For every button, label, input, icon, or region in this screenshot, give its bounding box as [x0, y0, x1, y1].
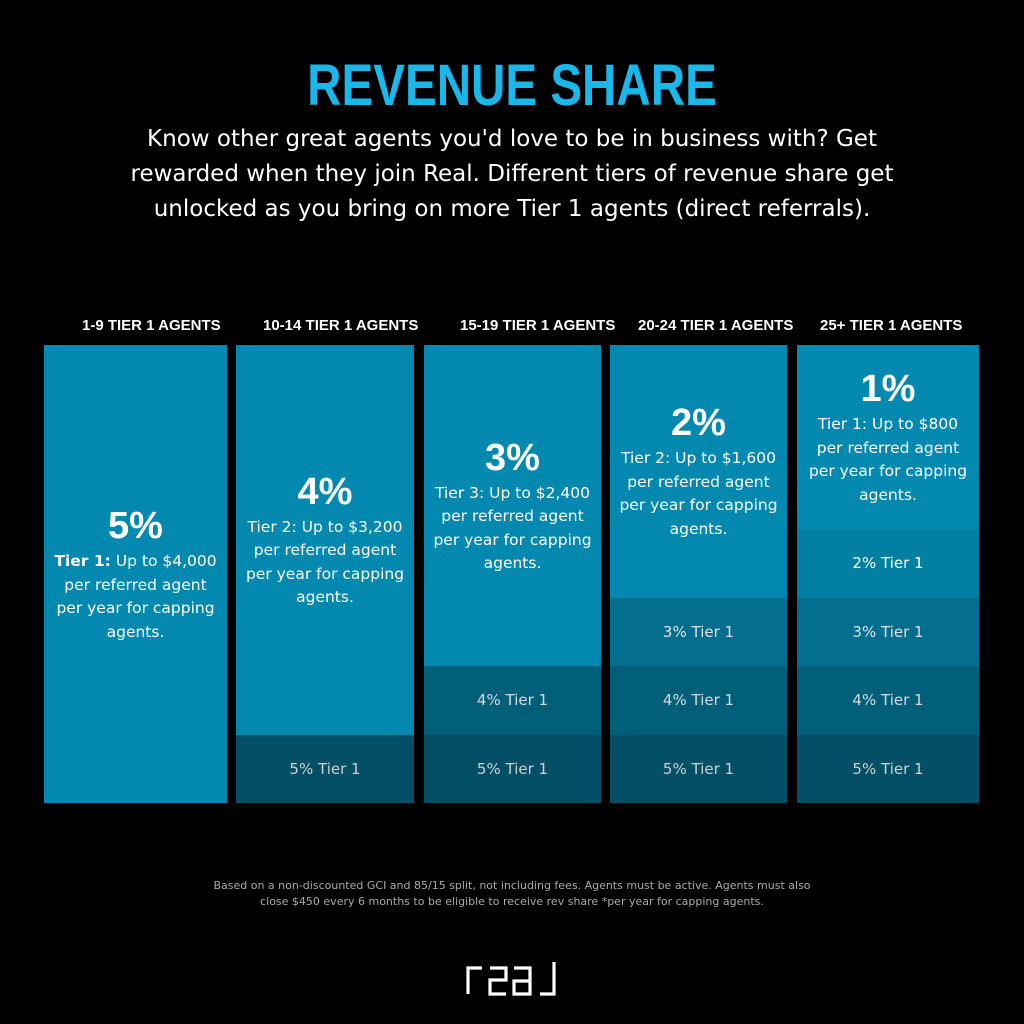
- column-4-band-3pct: 3% Tier 1: [610, 597, 787, 666]
- column-3-band-4pct: 4% Tier 1: [424, 666, 601, 735]
- column-5-band-5pct: 5% Tier 1: [797, 734, 979, 803]
- column-4-main-panel: 2% Tier 2: Up to $1,600 per referred age…: [610, 345, 787, 598]
- column-1-description-text: Up to $4,000 per referred agent per year…: [56, 552, 217, 641]
- column-3: 3% Tier 3: Up to $2,400 per referred age…: [424, 345, 601, 803]
- column-5-main-panel: 1% Tier 1: Up to $800 per referred agent…: [797, 345, 979, 529]
- column-5-band-4pct: 4% Tier 1: [797, 666, 979, 735]
- column-header-4: 20-24 TIER 1 AGENTS: [638, 317, 794, 334]
- column-2-percent: 4%: [297, 470, 353, 513]
- column-4-percent: 2%: [671, 402, 726, 445]
- column-header-3: 15-19 TIER 1 AGENTS: [460, 317, 616, 334]
- column-4-band-5pct: 5% Tier 1: [610, 734, 787, 803]
- page-subtitle: Know other great agents you'd love to be…: [130, 126, 894, 222]
- column-header-1: 1-9 TIER 1 AGENTS: [82, 317, 221, 334]
- column-2-description: Tier 2: Up to $3,200 per referred agent …: [245, 517, 405, 607]
- column-2-main-panel: 4% Tier 2: Up to $3,200 per referred age…: [236, 345, 414, 735]
- column-5-description: Tier 1: Up to $800 per referred agent pe…: [808, 415, 968, 504]
- column-1-main-panel: 5% Tier 1: Up to $4,000 per referred age…: [44, 345, 227, 803]
- column-3-band-5pct: 5% Tier 1: [424, 734, 601, 803]
- column-5-percent: 1%: [860, 368, 916, 410]
- column-4: 2% Tier 2: Up to $1,600 per referred age…: [610, 345, 787, 803]
- column-5-band-3pct: 3% Tier 1: [797, 597, 979, 666]
- column-1-percent: 5%: [108, 505, 163, 547]
- column-4-description: Tier 2: Up to $1,600 per referred agent …: [619, 449, 778, 538]
- column-2: 4% Tier 2: Up to $3,200 per referred age…: [236, 345, 414, 803]
- page-title: REVENUE SHARE: [307, 53, 717, 118]
- column-5-band-2pct: 2% Tier 1: [797, 529, 979, 598]
- column-5: 1% Tier 1: Up to $800 per referred agent…: [797, 345, 979, 803]
- column-2-band-5pct: 5% Tier 1: [236, 734, 414, 803]
- column-1-description: Tier 1: Up to $4,000 per referred agent …: [52, 550, 219, 644]
- real-logo: [466, 962, 556, 996]
- column-header-5: 25+ TIER 1 AGENTS: [820, 317, 963, 334]
- column-3-main-panel: 3% Tier 3: Up to $2,400 per referred age…: [424, 345, 601, 666]
- column-3-description: Tier 3: Up to $2,400 per referred agent …: [433, 483, 592, 573]
- column-4-band-4pct: 4% Tier 1: [610, 666, 787, 735]
- column-3-percent: 3%: [485, 436, 540, 479]
- column-1: 5% Tier 1: Up to $4,000 per referred age…: [44, 345, 227, 803]
- footnote: Based on a non-discounted GCI and 85/15 …: [213, 879, 811, 908]
- column-1-description-bold: Tier 1:: [54, 552, 111, 570]
- column-header-2: 10-14 TIER 1 AGENTS: [263, 317, 419, 334]
